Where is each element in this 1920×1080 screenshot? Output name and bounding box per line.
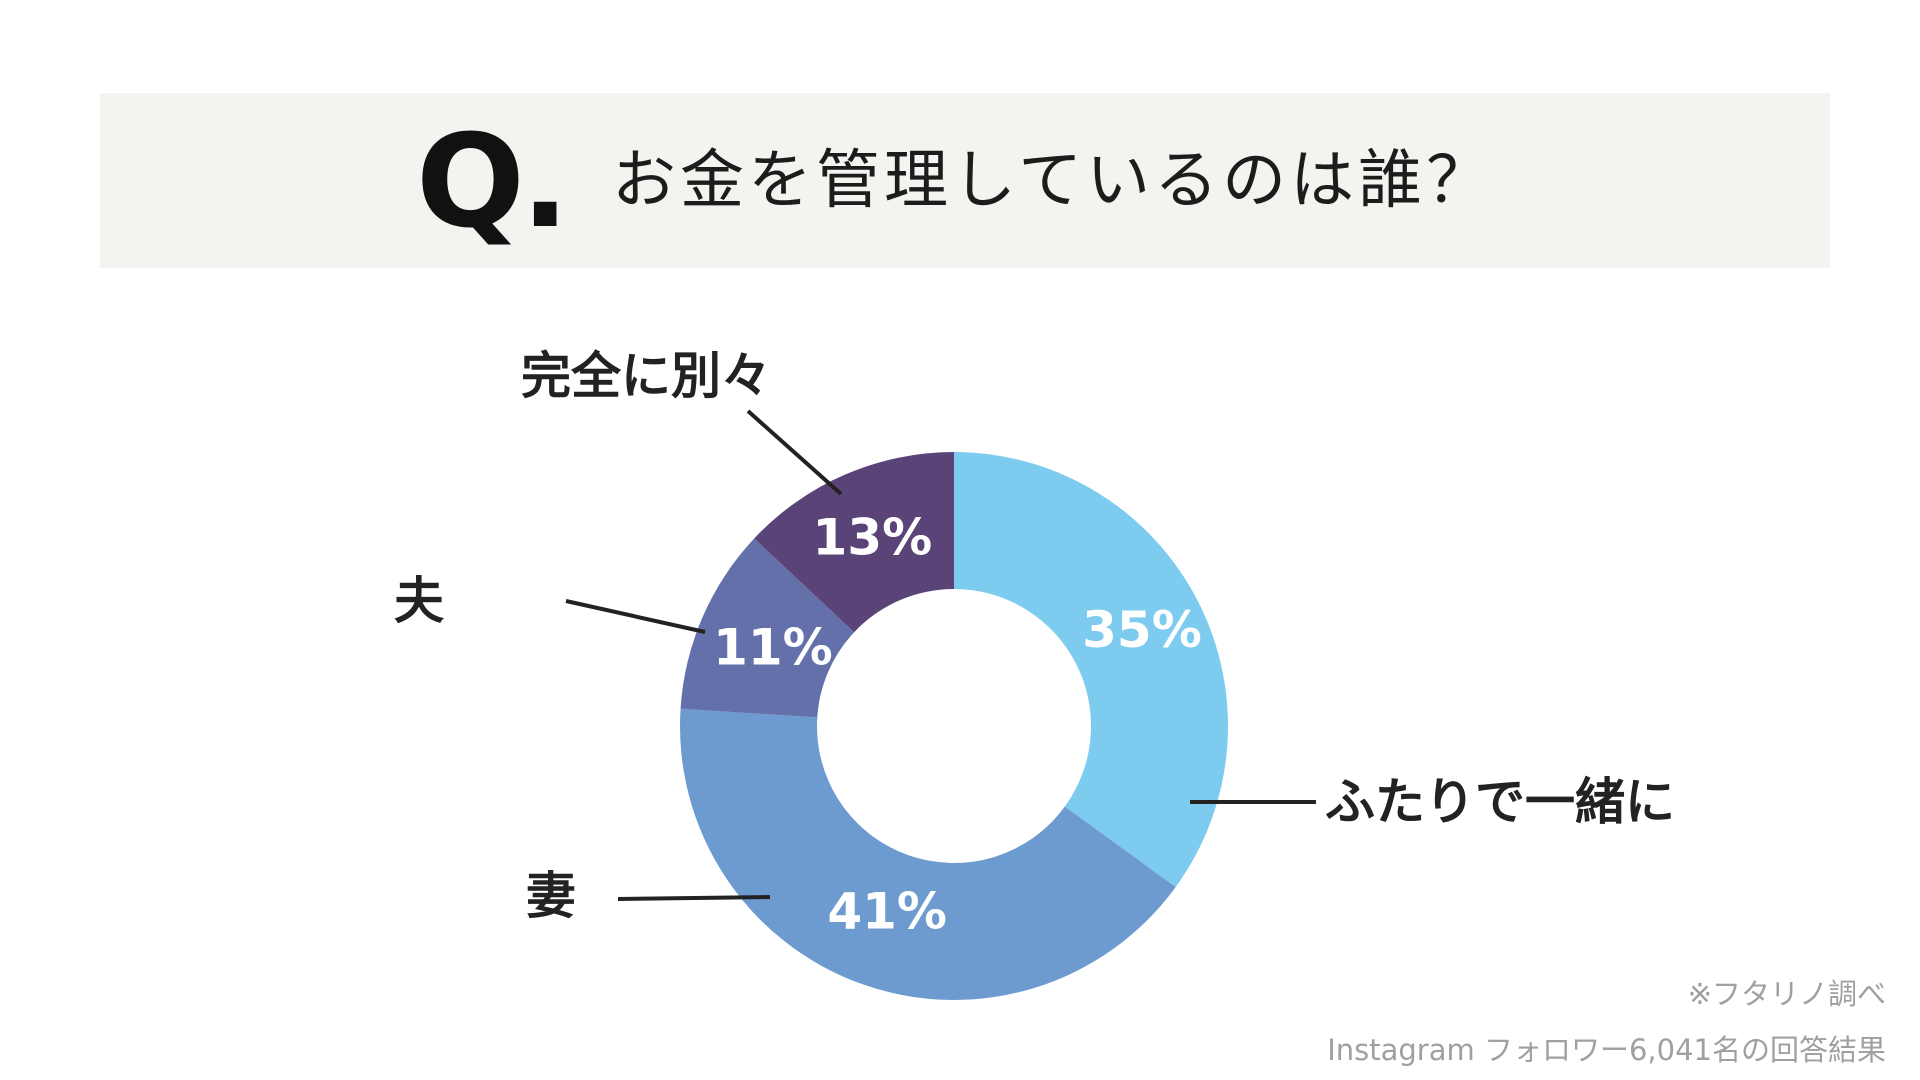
category-label-husband: 夫 [394,572,444,630]
sample-note: Instagram フォロワー6,041名の回答結果 [1327,1033,1886,1067]
leader-line-wife [617,895,771,901]
source-note: ※フタリノ調べ [1687,977,1886,1011]
question-banner [100,93,1830,268]
q-mark: Q. [416,108,569,257]
value-label-wife: 41% [827,883,947,941]
leader-line-husband [565,599,706,634]
question-title: お金を管理しているのは誰？ [612,144,1495,218]
value-label-together: 35% [1082,601,1202,659]
category-label-wife: 妻 [526,867,576,925]
donut-slice-husband [680,538,855,718]
value-label-separate: 13% [813,508,933,566]
value-label-husband: 11% [713,619,833,677]
donut-slice-separate [754,452,954,633]
category-label-separate: 完全に別々 [521,347,771,405]
donut-slice-wife [680,708,1176,1000]
value-labels: 35% 41% 11% 13% [713,508,1202,940]
donut-slices [680,452,1228,1000]
leader-lines [565,409,1316,901]
leader-line-separate [746,409,843,496]
donut-slice-together [954,452,1228,888]
category-label-together: ふたりで一緒に [1325,773,1675,831]
